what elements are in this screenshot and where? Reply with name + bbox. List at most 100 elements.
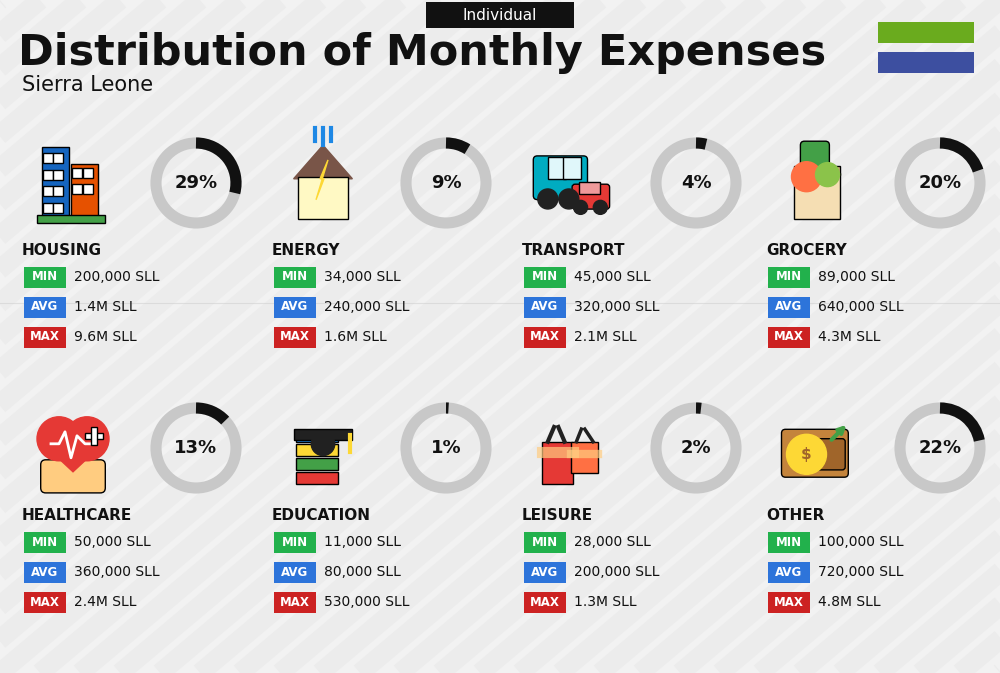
FancyBboxPatch shape (296, 472, 338, 484)
Text: MIN: MIN (282, 536, 308, 548)
FancyBboxPatch shape (800, 141, 829, 172)
FancyBboxPatch shape (43, 203, 53, 213)
FancyBboxPatch shape (274, 592, 316, 612)
Text: Distribution of Monthly Expenses: Distribution of Monthly Expenses (18, 32, 826, 74)
FancyBboxPatch shape (83, 168, 93, 178)
FancyBboxPatch shape (83, 184, 93, 194)
Text: MAX: MAX (280, 596, 310, 608)
Text: 640,000 SLL: 640,000 SLL (818, 300, 904, 314)
Text: AVG: AVG (531, 301, 559, 314)
FancyBboxPatch shape (71, 164, 98, 219)
FancyBboxPatch shape (816, 439, 845, 470)
Text: AVG: AVG (281, 565, 309, 579)
Text: MAX: MAX (30, 596, 60, 608)
FancyBboxPatch shape (72, 184, 82, 194)
Text: 13%: 13% (174, 439, 218, 457)
FancyBboxPatch shape (426, 2, 574, 28)
FancyBboxPatch shape (579, 182, 600, 194)
Text: 4.8M SLL: 4.8M SLL (818, 595, 881, 609)
Polygon shape (294, 145, 352, 179)
FancyBboxPatch shape (42, 147, 69, 219)
Text: 240,000 SLL: 240,000 SLL (324, 300, 410, 314)
Text: AVG: AVG (775, 301, 803, 314)
Text: AVG: AVG (531, 565, 559, 579)
FancyBboxPatch shape (53, 203, 63, 213)
FancyBboxPatch shape (274, 297, 316, 318)
Text: 4.3M SLL: 4.3M SLL (818, 330, 881, 344)
FancyBboxPatch shape (524, 326, 566, 347)
Text: AVG: AVG (31, 301, 59, 314)
Text: MIN: MIN (776, 271, 802, 283)
Circle shape (311, 432, 335, 456)
Polygon shape (316, 160, 328, 200)
Text: $: $ (801, 447, 812, 462)
Circle shape (65, 417, 109, 461)
Text: MIN: MIN (532, 271, 558, 283)
Text: OTHER: OTHER (766, 508, 824, 523)
FancyBboxPatch shape (572, 184, 610, 209)
FancyBboxPatch shape (794, 172, 840, 219)
Text: 11,000 SLL: 11,000 SLL (324, 535, 401, 549)
FancyBboxPatch shape (768, 267, 810, 287)
FancyBboxPatch shape (878, 52, 974, 73)
Text: 320,000 SLL: 320,000 SLL (574, 300, 660, 314)
Text: MIN: MIN (32, 271, 58, 283)
Text: 100,000 SLL: 100,000 SLL (818, 535, 904, 549)
FancyBboxPatch shape (562, 157, 580, 179)
FancyBboxPatch shape (571, 441, 598, 473)
Text: TRANSPORT: TRANSPORT (522, 243, 626, 258)
FancyBboxPatch shape (768, 561, 810, 583)
Text: MIN: MIN (532, 536, 558, 548)
Text: 20%: 20% (918, 174, 962, 192)
FancyBboxPatch shape (85, 433, 103, 439)
FancyBboxPatch shape (274, 267, 316, 287)
FancyBboxPatch shape (43, 170, 53, 180)
Circle shape (559, 189, 579, 209)
FancyBboxPatch shape (524, 532, 566, 553)
FancyBboxPatch shape (274, 561, 316, 583)
FancyBboxPatch shape (43, 153, 53, 163)
FancyBboxPatch shape (53, 170, 63, 180)
Text: 9%: 9% (431, 174, 461, 192)
Text: AVG: AVG (31, 565, 59, 579)
Text: MAX: MAX (530, 596, 560, 608)
Text: MIN: MIN (776, 536, 802, 548)
FancyBboxPatch shape (298, 177, 348, 219)
Text: MAX: MAX (530, 330, 560, 343)
Text: MIN: MIN (282, 271, 308, 283)
Text: 34,000 SLL: 34,000 SLL (324, 270, 401, 284)
Text: 50,000 SLL: 50,000 SLL (74, 535, 151, 549)
FancyBboxPatch shape (274, 326, 316, 347)
FancyBboxPatch shape (768, 532, 810, 553)
Text: 2%: 2% (681, 439, 711, 457)
Text: MAX: MAX (280, 330, 310, 343)
Circle shape (37, 417, 81, 461)
FancyBboxPatch shape (37, 215, 104, 223)
Text: MAX: MAX (774, 330, 804, 343)
Text: GROCERY: GROCERY (766, 243, 847, 258)
FancyBboxPatch shape (296, 444, 338, 456)
FancyBboxPatch shape (524, 267, 566, 287)
FancyBboxPatch shape (24, 592, 66, 612)
FancyBboxPatch shape (24, 532, 66, 553)
Circle shape (593, 201, 607, 215)
Text: 1%: 1% (431, 439, 461, 457)
FancyBboxPatch shape (296, 429, 338, 441)
FancyBboxPatch shape (24, 326, 66, 347)
FancyBboxPatch shape (91, 427, 97, 445)
Text: HEALTHCARE: HEALTHCARE (22, 508, 132, 523)
Text: ENERGY: ENERGY (272, 243, 340, 258)
Text: AVG: AVG (775, 565, 803, 579)
FancyBboxPatch shape (53, 186, 63, 197)
FancyBboxPatch shape (24, 267, 66, 287)
Circle shape (816, 163, 840, 186)
FancyBboxPatch shape (72, 168, 82, 178)
FancyBboxPatch shape (768, 297, 810, 318)
Text: EDUCATION: EDUCATION (272, 508, 371, 523)
Text: 1.4M SLL: 1.4M SLL (74, 300, 137, 314)
Text: 200,000 SLL: 200,000 SLL (74, 270, 160, 284)
Text: AVG: AVG (281, 301, 309, 314)
FancyBboxPatch shape (294, 429, 352, 439)
Circle shape (786, 434, 826, 474)
Text: MAX: MAX (774, 596, 804, 608)
